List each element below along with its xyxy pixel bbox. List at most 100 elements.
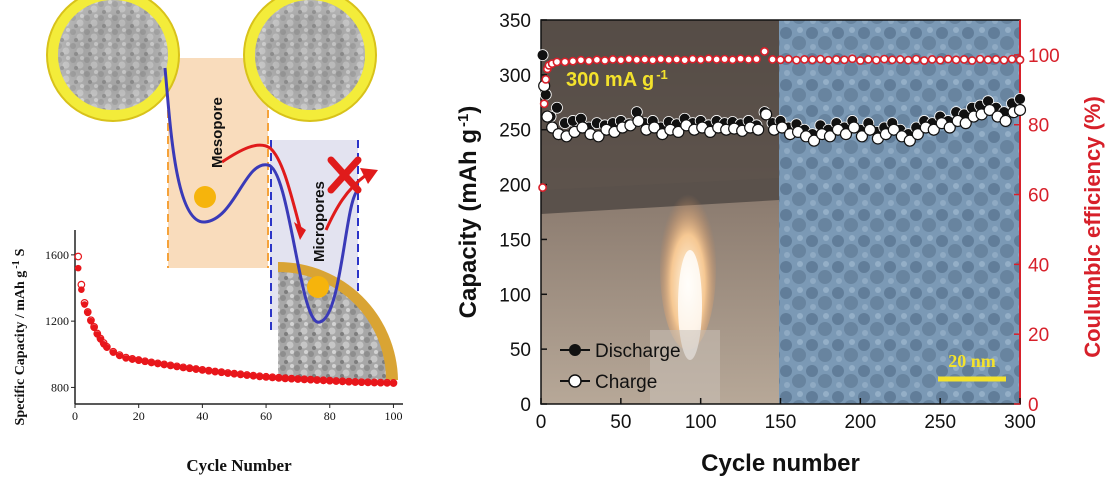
data-point	[243, 372, 251, 379]
data-point	[186, 365, 193, 373]
data-point	[807, 134, 821, 147]
data-point	[999, 114, 1012, 128]
data-point	[275, 375, 283, 382]
data-point	[377, 379, 385, 387]
y-tick-label: 800	[51, 380, 69, 394]
data-point	[576, 55, 586, 65]
data-point	[775, 121, 789, 134]
data-point	[728, 55, 737, 65]
data-point	[887, 55, 897, 65]
data-point	[600, 56, 610, 65]
data-point	[390, 380, 397, 387]
schematic: Mesopore Micropores	[46, 0, 398, 380]
y-axis-label-superscript: -1	[11, 260, 22, 268]
arrow-head-icon	[360, 168, 378, 184]
data-point	[839, 128, 853, 141]
data-point	[541, 74, 551, 84]
legend-marker	[569, 344, 581, 356]
data-point	[74, 252, 83, 261]
arrow-head-icon	[294, 222, 306, 240]
data-point	[752, 123, 765, 136]
data-point	[256, 373, 263, 381]
y2-tick-label: 0	[1028, 395, 1039, 416]
data-point	[720, 54, 730, 64]
data-point	[616, 55, 626, 65]
data-point	[704, 54, 714, 64]
y-axis-label: Specific Capacity / mAh g -1 S	[11, 248, 29, 425]
data-point	[879, 54, 889, 64]
data-point	[680, 55, 690, 65]
data-point	[959, 117, 972, 130]
data-point	[847, 121, 861, 134]
data-point	[784, 54, 793, 64]
y2-tick-label: 100	[1028, 46, 1060, 67]
data-point	[371, 379, 378, 387]
x-tick-label: 100	[685, 412, 717, 433]
y-tick-label: 150	[499, 230, 531, 251]
data-point	[1013, 103, 1027, 117]
data-point	[211, 368, 219, 376]
legend-label: Discharge	[595, 341, 681, 362]
data-point	[847, 54, 857, 64]
y-axis-label-suffix: )	[455, 106, 482, 114]
data-point	[332, 378, 340, 385]
data-point	[551, 101, 563, 114]
data-point	[536, 49, 549, 62]
data-point	[102, 342, 111, 351]
data-point	[967, 56, 977, 65]
data-point	[552, 57, 562, 67]
data-point	[592, 130, 605, 143]
x-tick-label: 0	[536, 412, 547, 433]
data-point	[823, 130, 837, 143]
data-point	[326, 377, 334, 385]
data-point	[339, 378, 346, 386]
ion-icon	[307, 276, 329, 298]
data-point	[383, 379, 391, 387]
data-point	[154, 360, 162, 368]
data-point	[935, 55, 945, 65]
data-point	[927, 123, 940, 136]
data-point	[831, 55, 841, 64]
capacity-chart-small: 0 20 40 60 80 100 800 1200 1600 Cycle Number Speci…	[11, 230, 403, 475]
x-tick-label: 100	[384, 409, 402, 423]
data-point	[141, 358, 149, 366]
data-point	[983, 103, 996, 117]
data-point	[300, 376, 308, 384]
x-tick-label: 250	[924, 412, 956, 433]
x-tick-label: 80	[324, 409, 336, 423]
data-point	[911, 128, 924, 141]
data-point	[1014, 93, 1026, 105]
data-point	[760, 47, 769, 56]
capacity-chart-main: 300 mA g -120 nm0 50 100 150 200 250 3000501001…	[455, 11, 1106, 477]
carbon-sphere-icon	[46, 0, 180, 122]
data-point	[672, 55, 682, 64]
data-point	[307, 376, 314, 384]
data-point	[744, 55, 753, 64]
data-point	[584, 56, 594, 66]
data-point	[560, 57, 570, 67]
data-point	[688, 54, 698, 64]
blocked-arrow	[324, 173, 367, 231]
data-point	[712, 55, 722, 64]
data-point	[672, 125, 685, 139]
y2-tick-label: 60	[1028, 186, 1049, 207]
data-point	[800, 55, 809, 64]
data-point	[911, 54, 921, 64]
data-point	[895, 55, 905, 64]
data-point	[148, 359, 155, 367]
micropores-label: Micropores	[311, 181, 328, 262]
x-tick-label: 40	[196, 409, 208, 423]
data-point	[943, 54, 953, 64]
data-point	[192, 366, 200, 373]
y2-tick-label: 20	[1028, 325, 1049, 346]
diffusion-arrow	[221, 143, 302, 229]
data-point	[167, 362, 174, 370]
data-point	[87, 316, 95, 325]
data-point	[576, 121, 589, 134]
data-point	[80, 299, 89, 307]
data-point	[218, 369, 225, 376]
y-axis-label-main: Specific Capacity / mAh g	[13, 271, 28, 426]
data-point	[816, 54, 825, 64]
data-point	[90, 323, 99, 331]
